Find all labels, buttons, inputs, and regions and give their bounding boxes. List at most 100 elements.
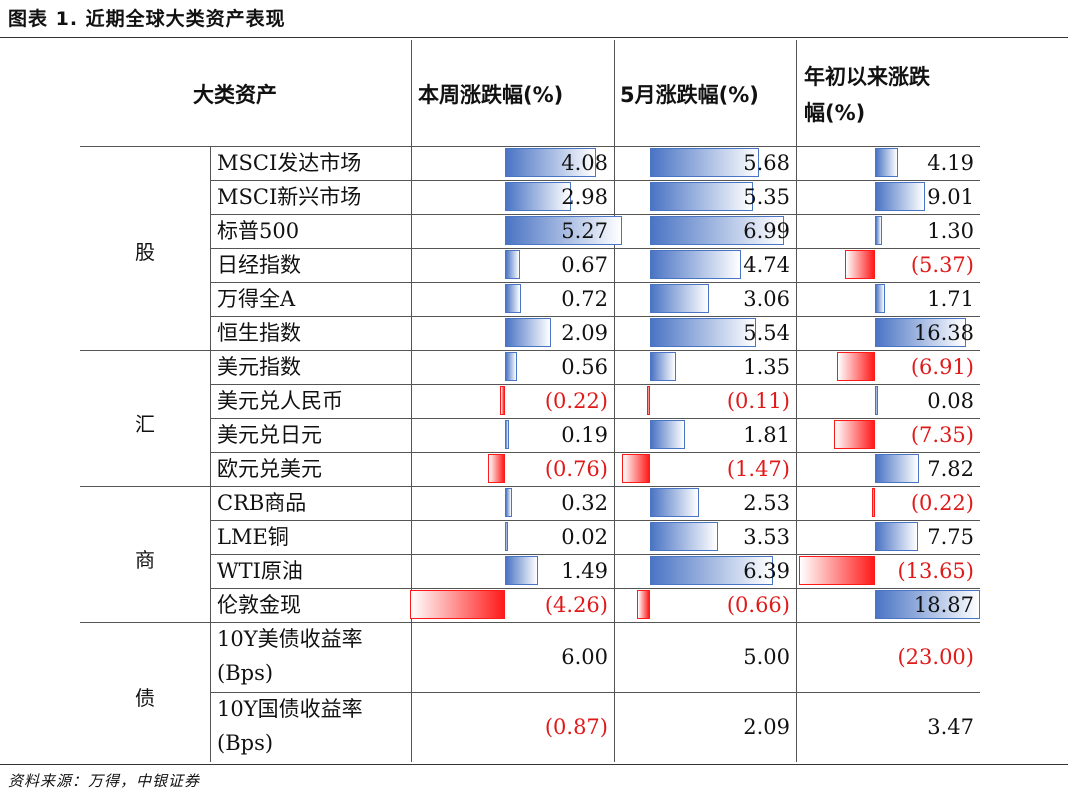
value-cell-ytd: (5.37) [798, 248, 980, 282]
row-divider [210, 692, 980, 693]
value-cell-month: 5.68 [616, 146, 796, 180]
value-cell-week: 4.08 [413, 146, 614, 180]
value-cell-month: (0.11) [616, 384, 796, 418]
data-bar-month [650, 556, 773, 585]
row-divider [210, 282, 980, 283]
value-label-ytd: 1.30 [927, 219, 974, 243]
header-ytd-line1: 年初以来涨跌 [804, 65, 930, 89]
value-label-ytd: (0.22) [910, 491, 974, 515]
value-cell-month: 5.35 [616, 180, 796, 214]
top-rule [0, 37, 1068, 38]
value-label-month: 6.99 [743, 219, 790, 243]
row-divider [80, 146, 980, 147]
value-label-week: (4.26) [544, 593, 608, 617]
data-bar-month [650, 352, 676, 381]
data-bar-month [650, 182, 753, 211]
value-cell-ytd: 1.71 [798, 282, 980, 316]
value-label-month: 4.74 [743, 253, 790, 277]
value-cell-ytd: 7.82 [798, 452, 980, 486]
bottom-rule [0, 764, 1068, 765]
data-bar-ytd [875, 386, 878, 415]
asset-name: 欧元兑美元 [217, 457, 322, 481]
value-cell-ytd: (7.35) [798, 418, 980, 452]
value-label-ytd: (23.00) [897, 645, 974, 669]
value-cell-ytd: 18.87 [798, 588, 980, 622]
value-label-week: (0.22) [544, 389, 608, 413]
value-cell-week: 0.19 [413, 418, 614, 452]
value-cell-ytd: (0.22) [798, 486, 980, 520]
col-divider [796, 40, 797, 762]
col-divider [411, 40, 412, 762]
header-asset: 大类资产 [193, 83, 277, 107]
value-label-month: 5.68 [743, 151, 790, 175]
data-bar-month [650, 148, 760, 177]
data-bar-ytd [875, 522, 919, 551]
source-note: 资料来源：万得，中银证券 [8, 772, 201, 790]
value-label-week: 0.19 [561, 423, 608, 447]
asset-name-unit: (Bps) [217, 731, 274, 755]
value-cell-month: 1.81 [616, 418, 796, 452]
value-label-month: (1.47) [726, 457, 790, 481]
asset-name-unit: (Bps) [217, 661, 274, 685]
value-cell-month: 4.74 [616, 248, 796, 282]
data-bar-ytd [875, 148, 899, 177]
data-bar-month [650, 488, 699, 517]
row-divider [80, 350, 980, 351]
value-cell-week: (0.22) [413, 384, 614, 418]
figure-title: 图表 1. 近期全球大类资产表现 [8, 8, 286, 30]
value-label-ytd: 0.08 [927, 389, 974, 413]
value-label-week: 4.08 [561, 151, 608, 175]
row-divider [210, 316, 980, 317]
value-cell-week: 0.56 [413, 350, 614, 384]
value-cell-week: 2.98 [413, 180, 614, 214]
header-week: 本周涨跌幅(%) [418, 83, 564, 107]
data-bar-week [505, 556, 539, 585]
row-divider [210, 452, 980, 453]
data-bar-week [505, 284, 522, 313]
data-bar-ytd [799, 556, 875, 585]
value-cell-week: 0.72 [413, 282, 614, 316]
value-cell-month: 5.54 [616, 316, 796, 350]
asset-name: 伦敦金现 [217, 593, 301, 617]
data-bar-week [505, 488, 513, 517]
col-divider [210, 146, 211, 762]
asset-name: CRB商品 [217, 491, 307, 515]
data-bar-week [505, 148, 596, 177]
value-label-month: 5.54 [743, 321, 790, 345]
value-cell-month: (1.47) [616, 452, 796, 486]
value-label-month: 5.35 [743, 185, 790, 209]
asset-name: 日经指数 [217, 253, 301, 277]
value-label-month: 2.53 [743, 491, 790, 515]
value-cell-week: 0.67 [413, 248, 614, 282]
data-bar-week [505, 522, 508, 551]
value-label-ytd: 1.71 [927, 287, 974, 311]
value-cell-week: 2.09 [413, 316, 614, 350]
value-cell-week: 5.27 [413, 214, 623, 248]
value-label-week: 2.09 [561, 321, 608, 345]
data-bar-ytd [872, 488, 875, 517]
value-label-week: 6.00 [561, 645, 608, 669]
value-cell-week: 1.49 [413, 554, 614, 588]
data-bar-month [650, 250, 741, 279]
value-label-month: 3.06 [743, 287, 790, 311]
asset-name: MSCI新兴市场 [217, 185, 362, 209]
value-label-ytd: 7.82 [927, 457, 974, 481]
value-label-week: 1.49 [561, 559, 608, 583]
data-bar-ytd [875, 318, 967, 347]
data-bar-ytd [875, 590, 980, 619]
row-divider [80, 622, 980, 623]
value-cell-month: 2.53 [616, 486, 796, 520]
value-label-ytd: 16.38 [913, 321, 974, 345]
data-bar-month [650, 216, 785, 245]
data-bar-week [500, 386, 505, 415]
row-divider [210, 554, 980, 555]
value-label-ytd: 4.19 [927, 151, 974, 175]
value-cell-week: 0.02 [413, 520, 614, 554]
row-divider [210, 418, 980, 419]
value-cell-month: 6.99 [616, 214, 796, 248]
value-cell-ytd: (13.65) [798, 554, 980, 588]
category-label-equity: 股 [135, 240, 155, 264]
value-label-week: (0.76) [544, 457, 608, 481]
asset-name: LME铜 [217, 525, 289, 549]
data-bar-ytd [834, 420, 875, 449]
